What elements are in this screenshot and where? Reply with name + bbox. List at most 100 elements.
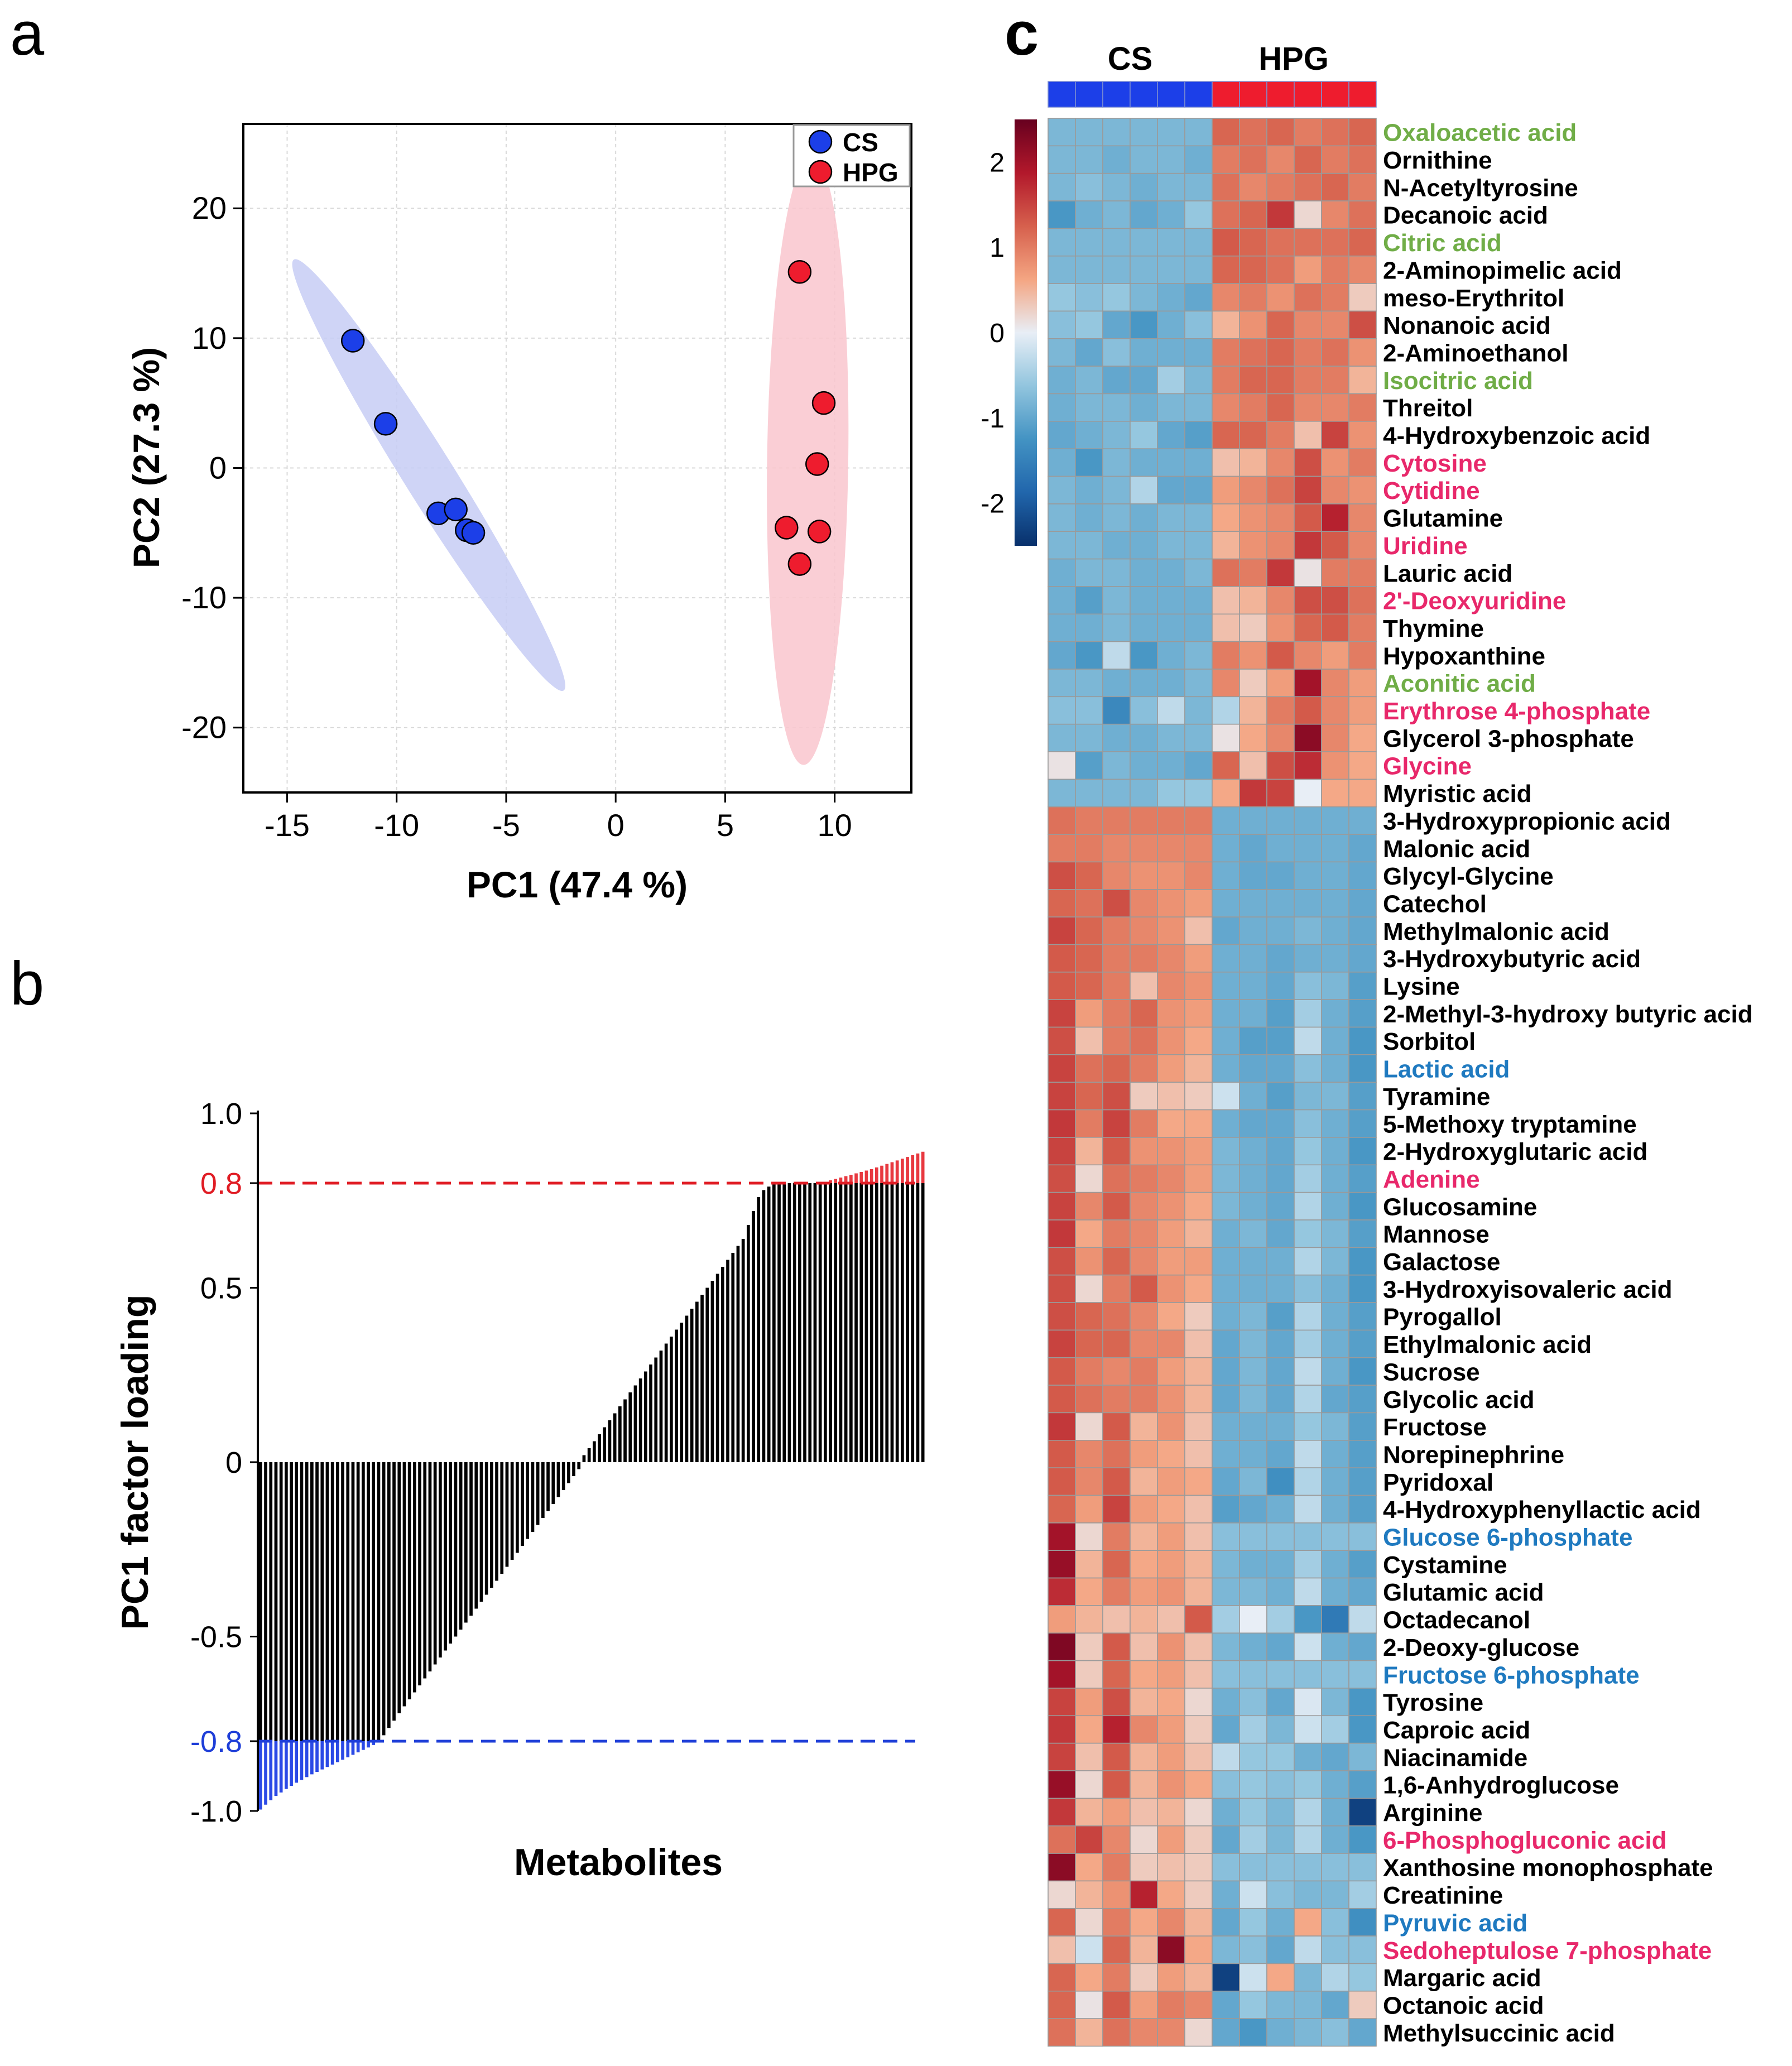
heatmap-cell [1321,972,1349,1000]
heatmap-cell [1102,1274,1131,1303]
point-hpg [787,260,812,284]
loading-bar [484,1462,488,1595]
heatmap-cell [1212,1715,1240,1744]
heatmap-row-label: Lauric acid [1383,560,1512,587]
heatmap-cell [1157,475,1185,505]
heatmap-cell [1348,255,1377,284]
heatmap-cell [1075,1247,1103,1276]
heatmap-cell [1184,531,1213,560]
heatmap-cells [1048,118,1377,2047]
heatmap-row-label: 2'-Deoxyuridine [1383,588,1566,615]
heatmap-cell [1239,1082,1267,1111]
heatmap-cell [1130,613,1158,642]
loading-bar-high-negative [336,1741,339,1762]
heatmap-cell [1266,1357,1295,1386]
heatmap-cell [1130,889,1158,917]
heatmap-cell [1348,1742,1377,1771]
heatmap-cell [1266,1440,1295,1468]
loading-bar-high-negative [330,1741,334,1765]
heatmap-cell [1157,1770,1185,1799]
heatmap-cell [1321,1219,1349,1248]
heatmap-cell [1075,283,1103,312]
heatmap-cell [1239,1963,1267,1992]
heatmap-cell [1239,1219,1267,1248]
heatmap-cell [1157,448,1185,477]
y-tick-label: 0 [209,450,227,485]
heatmap-cell [1348,1191,1377,1221]
heatmap-cell [1212,1605,1240,1634]
heatmap-cell [1239,972,1267,1000]
heatmap-cell [1130,1329,1158,1358]
pca-points [340,260,836,576]
heatmap-cell [1130,1605,1158,1634]
heatmap-cell [1348,999,1377,1028]
heatmap-cell [1239,255,1267,284]
heatmap-cell [1321,1660,1349,1689]
heatmap-cell [1130,916,1158,945]
heatmap-cell [1102,1385,1131,1414]
heatmap-row-label: Sucrose [1383,1358,1480,1386]
heatmap-cell [1075,421,1103,449]
heatmap-cell [1130,1577,1158,1606]
heatmap-cell [1321,366,1349,395]
heatmap-cell [1157,1660,1185,1689]
heatmap-cell [1212,1963,1240,1992]
heatmap-cell [1212,1137,1240,1166]
loading-bar [428,1462,432,1671]
loading-bar [439,1462,442,1657]
heatmap-cell [1075,723,1103,752]
heatmap-cell [1294,1522,1322,1551]
heatmap-cell [1048,1109,1076,1138]
heatmap-cell [1157,1302,1185,1331]
heatmap-cell [1102,1357,1131,1386]
heatmap-cell [1184,475,1213,505]
heatmap-cell [1075,1577,1103,1606]
heatmap-cell [1212,1522,1240,1551]
legend-cs-label: CS [843,128,878,157]
heatmap-cell [1294,531,1322,560]
heatmap-cell [1075,944,1103,973]
heatmap-cell [1102,751,1131,780]
heatmap-cell [1239,1770,1267,1799]
heatmap-cell [1102,1302,1131,1331]
heatmap-cell [1239,889,1267,917]
heatmap-cell [1157,1715,1185,1744]
heatmap-cell [1321,1082,1349,1111]
heatmap-cell [1184,861,1213,890]
heatmap-cell [1157,916,1185,945]
heatmap-cell [1048,1137,1076,1166]
heatmap-cell [1266,1550,1295,1579]
heatmap-cell [1102,1550,1131,1579]
heatmap-cell [1048,669,1076,698]
heatmap-cell [1130,228,1158,257]
heatmap-cell [1294,475,1322,505]
heatmap-cell [1321,393,1349,422]
loading-bar [526,1462,530,1539]
point-cs [340,329,365,353]
heatmap-cell [1321,1853,1349,1882]
loading-y-axis-label: PC1 factor loading [114,1295,156,1630]
heatmap-cell [1321,1632,1349,1661]
heatmap-row-label: Citric acid [1383,229,1502,257]
heatmap-cell [1239,696,1267,725]
heatmap-cell [1157,696,1185,725]
heatmap-cell [1102,613,1131,642]
heatmap-cell [1266,916,1295,945]
heatmap-cell [1348,338,1377,367]
loading-bar [603,1427,607,1462]
heatmap-cell [1075,1880,1103,1909]
heatmap-cell [1266,889,1295,917]
loading-bar [495,1462,498,1581]
heatmap-cell [1075,889,1103,917]
heatmap-cell [1294,1632,1322,1661]
heatmap-cell [1102,1742,1131,1771]
heatmap-cell [1102,1495,1131,1524]
heatmap-cell [1048,1164,1076,1193]
heatmap-cell [1184,228,1213,257]
heatmap-row-label: N-Acetyltyrosine [1383,174,1578,201]
loading-bar [690,1309,694,1462]
heatmap-cell [1266,972,1295,1000]
heatmap-cell [1266,1908,1295,1937]
heatmap-cell [1157,283,1185,312]
heatmap-cell [1212,1440,1240,1468]
